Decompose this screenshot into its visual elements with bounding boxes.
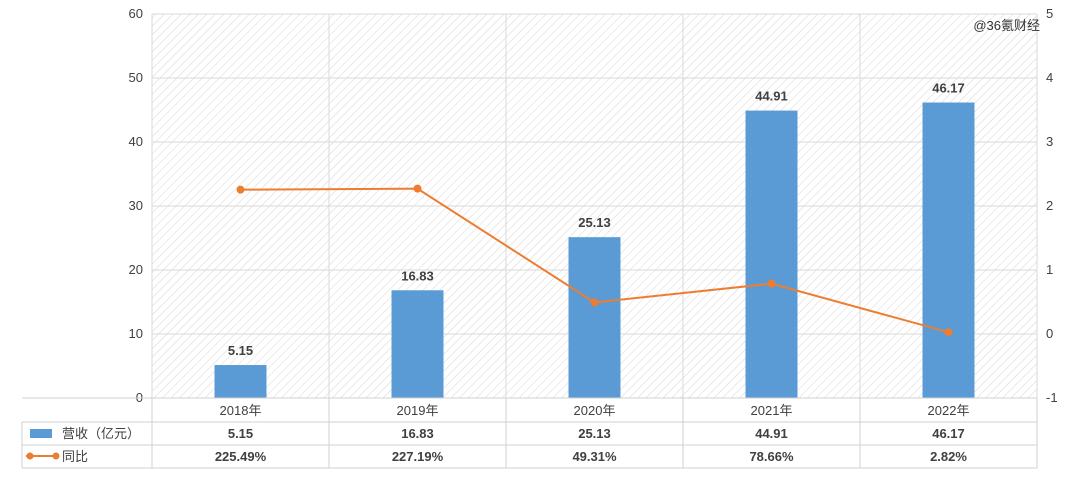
table-revenue-value: 25.13 <box>578 426 611 441</box>
legend-bar-swatch <box>30 429 52 438</box>
right-axis-tick-label: 1 <box>1046 262 1053 277</box>
table-revenue-value: 16.83 <box>401 426 434 441</box>
category-label: 2021年 <box>751 403 793 418</box>
right-axis-ticks: -1 0 1 2 3 4 5 <box>1046 6 1058 405</box>
left-axis-tick-label: 10 <box>129 326 143 341</box>
growth-point <box>767 279 776 288</box>
legend-line-marker <box>26 452 34 460</box>
left-axis-ticks: 0102030405060 <box>129 6 143 405</box>
revenue-bar-value-label: 44.91 <box>755 89 788 104</box>
right-axis-tick-label: 5 <box>1046 6 1053 21</box>
revenue-bar-value-label: 16.83 <box>401 268 434 283</box>
category-label: 2020年 <box>574 403 616 418</box>
right-axis-tick-label: 3 <box>1046 134 1053 149</box>
left-axis-tick-label: 30 <box>129 198 143 213</box>
revenue-bar <box>745 110 798 399</box>
category-label: 2018年 <box>220 403 262 418</box>
table-revenue-value: 44.91 <box>755 426 788 441</box>
table-growth-value: 49.31% <box>572 449 617 464</box>
table-growth-value: 227.19% <box>392 449 444 464</box>
table-revenue-value: 46.17 <box>932 426 965 441</box>
revenue-bar-value-label: 46.17 <box>932 81 965 96</box>
category-label: 2022年 <box>928 403 970 418</box>
right-axis-tick-label: 2 <box>1046 198 1053 213</box>
revenue-bar <box>922 102 975 399</box>
right-axis-tick-label: -1 <box>1046 390 1058 405</box>
category-label: 2019年 <box>397 403 439 418</box>
revenue-bars <box>214 102 975 399</box>
table-growth-value: 225.49% <box>215 449 267 464</box>
right-axis-tick-label: 4 <box>1046 70 1053 85</box>
table-growth-value: 2.82% <box>930 449 967 464</box>
table-growth-value: 78.66% <box>749 449 794 464</box>
revenue-bar <box>214 365 267 398</box>
revenue-bar-value-label: 5.15 <box>228 343 253 358</box>
growth-point <box>590 298 599 307</box>
revenue-bar-labels: 5.15 16.83 25.13 44.91 46.17 <box>228 81 965 359</box>
legend-revenue-label: 营收（亿元） <box>62 426 140 441</box>
left-axis-tick-label: 50 <box>129 70 143 85</box>
legend-line-marker <box>52 452 60 460</box>
revenue-bar <box>391 290 444 398</box>
left-axis-tick-label: 20 <box>129 262 143 277</box>
growth-point <box>413 184 422 193</box>
growth-point <box>236 185 245 194</box>
left-axis-tick-label: 40 <box>129 134 143 149</box>
watermark: @36氪财经 <box>973 18 1040 33</box>
left-axis-tick-label: 60 <box>129 6 143 21</box>
revenue-bar <box>568 237 621 398</box>
growth-point <box>944 328 953 337</box>
revenue-bar-value-label: 25.13 <box>578 215 611 230</box>
legend-growth-label: 同比 <box>62 449 88 464</box>
right-axis-tick-label: 0 <box>1046 326 1053 341</box>
growth-line-layer <box>236 184 953 337</box>
table-revenue-value: 5.15 <box>228 426 253 441</box>
